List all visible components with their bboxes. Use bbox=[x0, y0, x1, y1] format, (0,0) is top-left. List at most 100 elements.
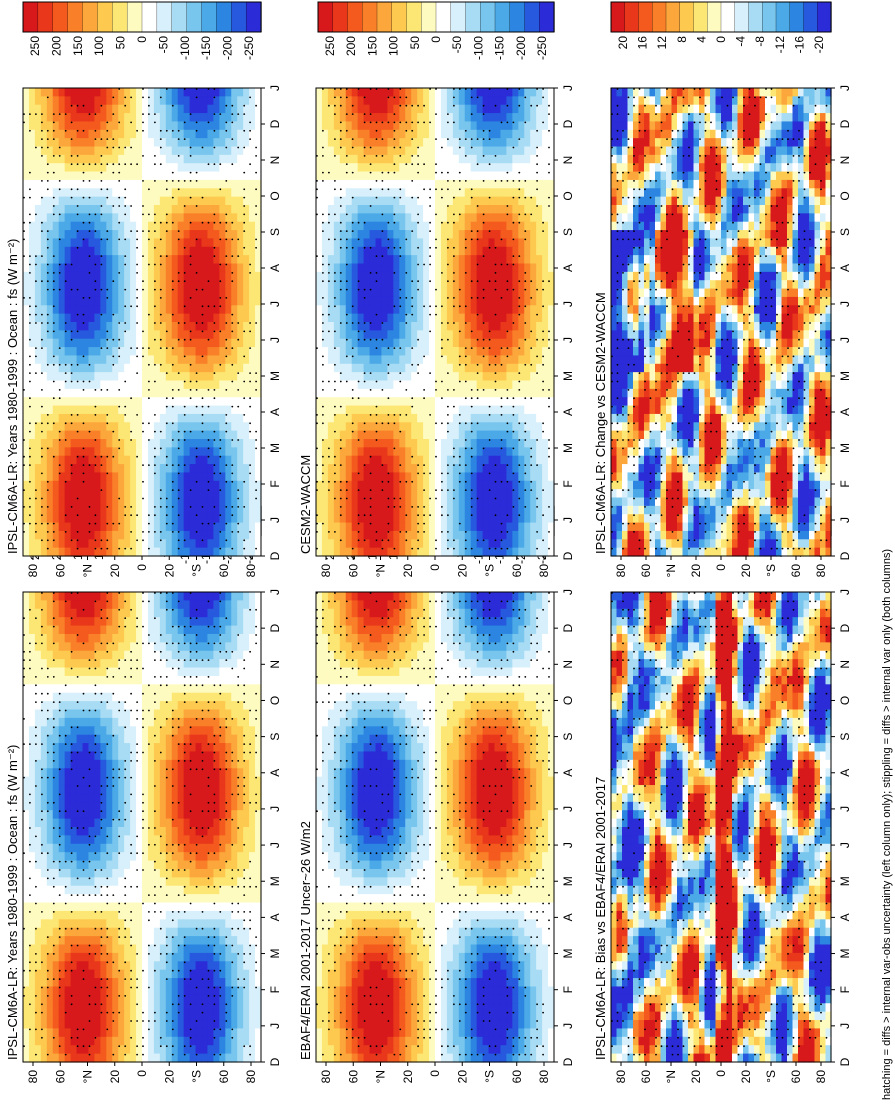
heatmap-cell bbox=[249, 456, 256, 465]
stipple-dot bbox=[148, 945, 150, 947]
heatmap-cell bbox=[136, 877, 143, 886]
heatmap-cell bbox=[124, 861, 131, 870]
stipple-dot bbox=[142, 710, 144, 712]
heatmap-cell bbox=[172, 431, 179, 440]
stipple-dot bbox=[112, 693, 114, 695]
heatmap-cell bbox=[88, 238, 95, 247]
heatmap-cell bbox=[77, 718, 84, 727]
heatmap-cell bbox=[231, 894, 238, 903]
stipple-dot bbox=[95, 735, 97, 737]
heatmap-cell bbox=[118, 953, 125, 962]
stipple-dot bbox=[202, 710, 204, 712]
heatmap-cell bbox=[172, 600, 179, 609]
heatmap-cell bbox=[184, 172, 191, 181]
heatmap-cell bbox=[118, 676, 125, 685]
heatmap-cell bbox=[77, 197, 84, 206]
heatmap-cell bbox=[23, 609, 30, 618]
heatmap-cell bbox=[83, 751, 90, 760]
heatmap-cell bbox=[106, 155, 113, 164]
heatmap-cell bbox=[219, 919, 226, 928]
heatmap-cell bbox=[172, 751, 179, 760]
heatmap-cell bbox=[124, 431, 131, 440]
stipple-dot bbox=[172, 1029, 174, 1031]
stipple-dot bbox=[249, 861, 251, 863]
stipple-dot bbox=[196, 617, 198, 619]
heatmap-cell bbox=[41, 903, 48, 912]
heatmap-cell bbox=[47, 1045, 54, 1054]
heatmap-cell bbox=[59, 1054, 66, 1063]
heatmap-cell bbox=[166, 1028, 173, 1037]
stipple-dot bbox=[160, 676, 162, 678]
heatmap-cell bbox=[202, 919, 209, 928]
heatmap-cell bbox=[184, 953, 191, 962]
heatmap-cell bbox=[29, 592, 36, 601]
heatmap-cell bbox=[47, 684, 54, 693]
heatmap-cell bbox=[178, 793, 185, 802]
heatmap-cell bbox=[53, 472, 60, 481]
stipple-dot bbox=[231, 869, 233, 871]
stipple-dot bbox=[178, 659, 180, 661]
heatmap-cell bbox=[207, 347, 214, 356]
heatmap-cell bbox=[172, 659, 179, 668]
heatmap-cell bbox=[29, 718, 36, 727]
heatmap-cell bbox=[71, 903, 78, 912]
heatmap-cell bbox=[71, 172, 78, 181]
heatmap-cell bbox=[142, 163, 149, 172]
heatmap-cell bbox=[166, 439, 173, 448]
heatmap-cell bbox=[219, 372, 226, 381]
heatmap-cell bbox=[59, 406, 66, 415]
heatmap-cell bbox=[243, 861, 250, 870]
heatmap-cell bbox=[65, 877, 72, 886]
heatmap-cell bbox=[23, 130, 30, 139]
stipple-dot bbox=[47, 777, 49, 779]
heatmap-cell bbox=[190, 322, 197, 331]
heatmap-cell bbox=[196, 793, 203, 802]
stipple-dot bbox=[130, 911, 132, 913]
heatmap-cell bbox=[184, 986, 191, 995]
heatmap-cell bbox=[196, 743, 203, 752]
heatmap-cell bbox=[106, 222, 113, 231]
stipple-dot bbox=[124, 894, 126, 896]
heatmap-cell bbox=[124, 609, 131, 618]
stipple-dot bbox=[130, 710, 132, 712]
stipple-dot bbox=[124, 768, 126, 770]
heatmap-cell bbox=[29, 903, 36, 912]
heatmap-cell bbox=[237, 919, 244, 928]
stipple-dot bbox=[59, 836, 61, 838]
heatmap-cell bbox=[88, 397, 95, 406]
heatmap-cell bbox=[190, 314, 197, 323]
stipple-dot bbox=[178, 1003, 180, 1005]
heatmap-cell bbox=[88, 188, 95, 197]
lat-tick-label: 80 bbox=[26, 1070, 40, 1084]
heatmap-cell bbox=[148, 355, 155, 364]
heatmap-cell bbox=[142, 439, 149, 448]
heatmap-cell bbox=[83, 188, 90, 197]
stipple-dot bbox=[29, 1003, 31, 1005]
stipple-dot bbox=[184, 869, 186, 871]
heatmap-cell bbox=[136, 381, 143, 390]
heatmap-cell bbox=[178, 609, 185, 618]
heatmap-cell bbox=[243, 121, 250, 130]
heatmap-cell bbox=[225, 743, 232, 752]
heatmap-cell bbox=[71, 113, 78, 122]
heatmap-cell bbox=[112, 272, 119, 281]
heatmap-cell bbox=[178, 877, 185, 886]
heatmap-cell bbox=[231, 970, 238, 979]
heatmap-cell bbox=[219, 314, 226, 323]
heatmap-cell bbox=[59, 886, 66, 895]
heatmap-cell bbox=[35, 130, 42, 139]
heatmap-cell bbox=[47, 827, 54, 836]
stipple-dot bbox=[225, 726, 227, 728]
heatmap-cell bbox=[207, 180, 214, 189]
heatmap-cell bbox=[166, 381, 173, 390]
heatmap-cell bbox=[202, 447, 209, 456]
heatmap-cell bbox=[231, 609, 238, 618]
heatmap-cell bbox=[243, 634, 250, 643]
stipple-dot bbox=[59, 987, 61, 989]
heatmap-cell bbox=[160, 743, 167, 752]
heatmap-cell bbox=[29, 96, 36, 105]
heatmap-cell bbox=[23, 751, 30, 760]
stipple-dot bbox=[148, 743, 150, 745]
heatmap-cell bbox=[88, 155, 95, 164]
heatmap-cell bbox=[166, 389, 173, 398]
